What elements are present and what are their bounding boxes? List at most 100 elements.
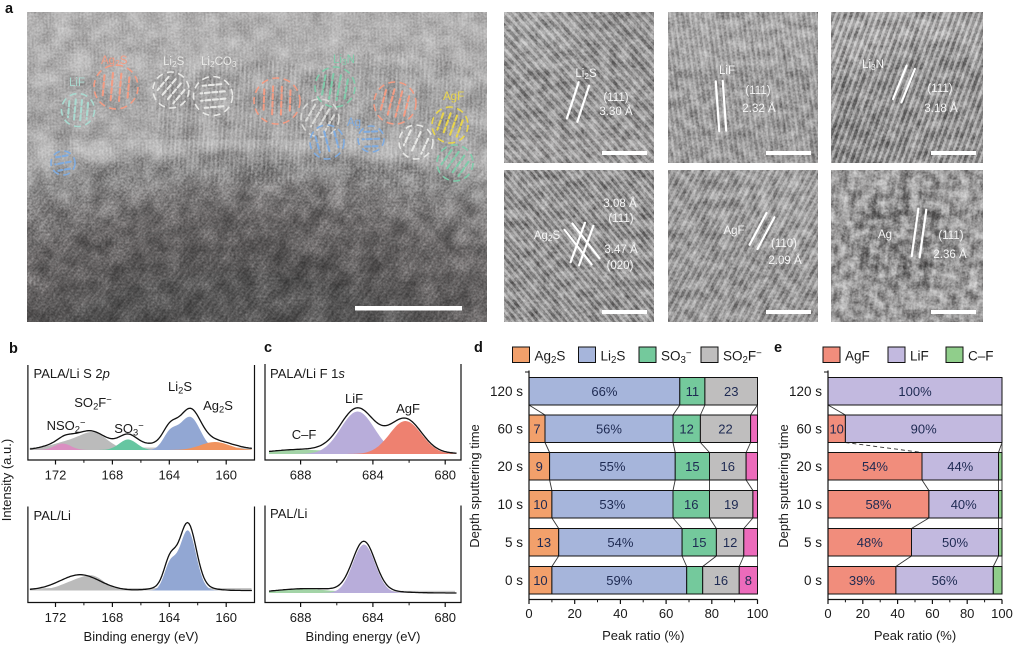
svg-text:48%: 48%	[857, 535, 883, 550]
svg-text:80: 80	[705, 606, 719, 621]
svg-text:58%: 58%	[865, 497, 891, 512]
svg-text:SO3−: SO3−	[661, 348, 692, 366]
svg-text:3.08 Å: 3.08 Å	[603, 197, 637, 210]
svg-text:a: a	[5, 1, 14, 17]
svg-text:(111): (111)	[608, 213, 633, 225]
svg-text:172: 172	[45, 468, 67, 483]
svg-text:60 s: 60 s	[796, 422, 822, 437]
svg-text:5 s: 5 s	[505, 535, 523, 550]
svg-text:SO2F−: SO2F−	[74, 394, 112, 412]
svg-text:684: 684	[362, 468, 384, 483]
svg-text:0: 0	[824, 606, 831, 621]
svg-text:100%: 100%	[898, 384, 932, 399]
svg-text:Binding energy (eV): Binding energy (eV)	[306, 629, 421, 644]
svg-text:SO2F−: SO2F−	[723, 348, 762, 366]
svg-text:20 s: 20 s	[796, 459, 822, 474]
svg-text:12: 12	[723, 535, 737, 550]
svg-text:(020): (020)	[607, 260, 634, 272]
svg-text:120 s: 120 s	[490, 384, 523, 399]
svg-text:(111): (111)	[745, 85, 770, 97]
svg-text:688: 688	[290, 610, 312, 625]
svg-text:AgF: AgF	[845, 349, 870, 364]
svg-text:40%: 40%	[951, 497, 977, 512]
svg-text:b: b	[9, 341, 18, 357]
svg-text:16: 16	[714, 573, 728, 588]
svg-text:9: 9	[536, 459, 543, 474]
svg-text:Peak ratio (%): Peak ratio (%)	[874, 628, 956, 643]
svg-text:10 s: 10 s	[497, 497, 523, 512]
svg-text:164: 164	[158, 468, 180, 483]
svg-text:59%: 59%	[606, 573, 632, 588]
svg-text:Li2S: Li2S	[163, 56, 185, 69]
svg-text:100: 100	[747, 606, 769, 621]
svg-text:Intensity (a.u.): Intensity (a.u.)	[0, 439, 14, 521]
svg-text:56%: 56%	[932, 573, 958, 588]
svg-text:Ag2S: Ag2S	[101, 55, 128, 68]
svg-text:LiF: LiF	[69, 77, 85, 89]
svg-text:(110): (110)	[771, 238, 797, 250]
svg-text:12: 12	[679, 421, 693, 436]
svg-text:2.32 Å: 2.32 Å	[742, 102, 776, 115]
svg-text:5 s: 5 s	[804, 535, 822, 550]
svg-text:22: 22	[718, 421, 732, 436]
svg-text:Li3N: Li3N	[333, 54, 355, 67]
svg-text:160: 160	[215, 468, 237, 483]
svg-text:0 s: 0 s	[804, 573, 822, 588]
svg-text:PAL/Li: PAL/Li	[34, 508, 71, 523]
svg-text:LiF: LiF	[345, 391, 363, 406]
svg-text:0 s: 0 s	[505, 573, 523, 588]
svg-text:80: 80	[960, 606, 974, 621]
svg-text:7: 7	[533, 421, 540, 436]
svg-text:15: 15	[692, 535, 706, 550]
svg-text:Depth sputtering time: Depth sputtering time	[776, 424, 791, 548]
svg-text:(111): (111)	[938, 230, 963, 242]
svg-text:d: d	[474, 340, 483, 356]
svg-text:20: 20	[856, 606, 870, 621]
svg-text:44%: 44%	[947, 459, 973, 474]
svg-text:172: 172	[45, 610, 67, 625]
svg-text:50%: 50%	[942, 535, 968, 550]
svg-text:e: e	[774, 340, 782, 356]
svg-text:PALA/Li F 1s: PALA/Li F 1s	[270, 366, 345, 381]
svg-text:168: 168	[102, 610, 124, 625]
svg-text:53%: 53%	[599, 497, 625, 512]
svg-text:10 s: 10 s	[796, 497, 822, 512]
svg-text:LiF: LiF	[719, 65, 735, 77]
svg-text:168: 168	[102, 468, 124, 483]
svg-text:2.09 Å: 2.09 Å	[768, 254, 802, 267]
svg-text:Li2CO3: Li2CO3	[201, 56, 237, 69]
svg-text:56%: 56%	[596, 421, 622, 436]
svg-text:120 s: 120 s	[789, 384, 822, 399]
svg-text:688: 688	[290, 468, 312, 483]
svg-text:8: 8	[745, 573, 752, 588]
svg-text:684: 684	[362, 610, 384, 625]
svg-text:Peak ratio (%): Peak ratio (%)	[602, 628, 684, 643]
svg-text:NSO2−: NSO2−	[47, 417, 86, 435]
svg-text:PAL/Li: PAL/Li	[270, 506, 307, 521]
svg-text:c: c	[264, 340, 272, 356]
svg-text:Li2S: Li2S	[575, 68, 597, 81]
svg-text:Ag: Ag	[878, 229, 892, 241]
svg-text:23: 23	[724, 384, 738, 399]
svg-text:0: 0	[525, 606, 532, 621]
svg-text:3.18 Å: 3.18 Å	[924, 102, 958, 115]
svg-text:20 s: 20 s	[497, 459, 523, 474]
svg-text:54%: 54%	[862, 459, 888, 474]
svg-text:Depth sputtering time: Depth sputtering time	[467, 424, 482, 548]
svg-text:PALA/Li S 2p: PALA/Li S 2p	[34, 366, 110, 381]
svg-text:16: 16	[721, 459, 735, 474]
svg-text:Ag2S: Ag2S	[203, 398, 233, 414]
svg-text:Li2S: Li2S	[601, 349, 626, 366]
svg-text:54%: 54%	[607, 535, 633, 550]
svg-text:60 s: 60 s	[497, 422, 523, 437]
svg-text:(111): (111)	[603, 92, 628, 104]
svg-text:11: 11	[686, 384, 700, 399]
svg-text:160: 160	[215, 610, 237, 625]
svg-text:680: 680	[434, 610, 456, 625]
svg-text:3.47 Å: 3.47 Å	[604, 243, 638, 256]
svg-text:2.36 Å: 2.36 Å	[933, 248, 967, 261]
svg-text:13: 13	[537, 535, 551, 550]
svg-text:40: 40	[613, 606, 627, 621]
svg-text:66%: 66%	[591, 384, 617, 399]
svg-text:AgF: AgF	[723, 225, 744, 237]
